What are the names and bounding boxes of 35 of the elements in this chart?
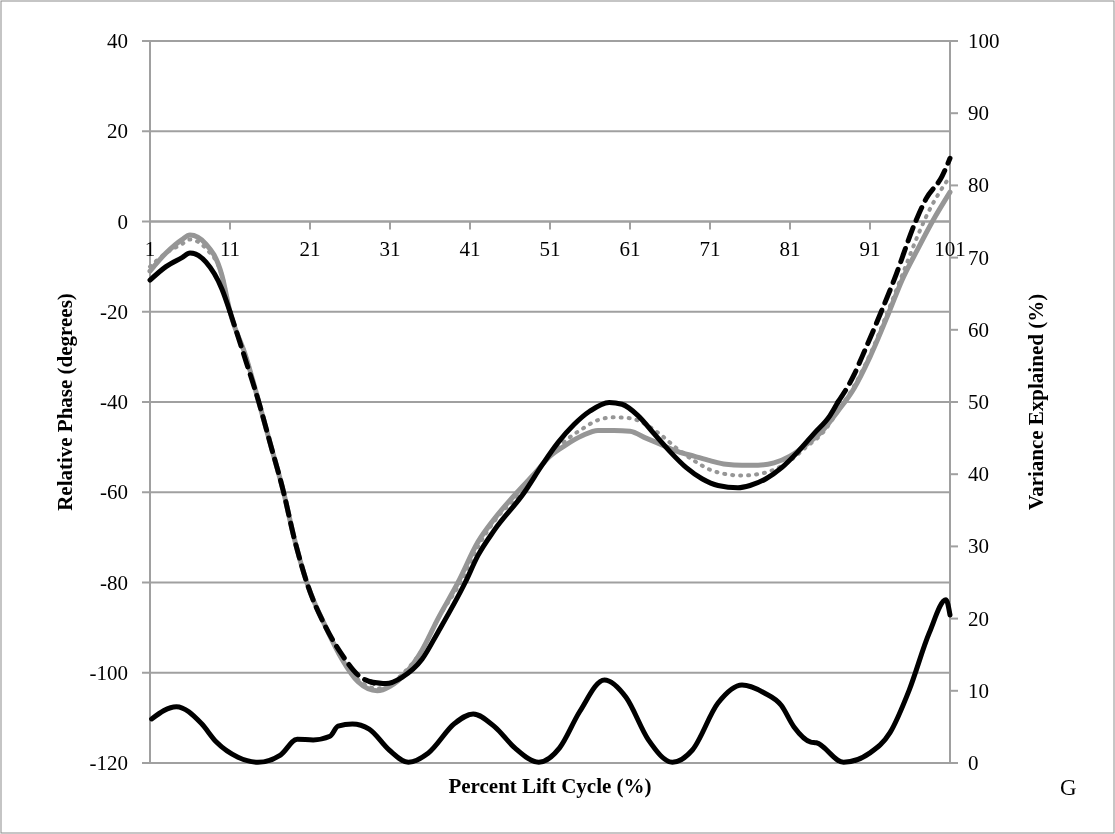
y-tick-label: 20 [107, 119, 128, 144]
x-tick-label: 31 [379, 236, 401, 261]
x-tick-label: 41 [459, 236, 481, 261]
y2-axis-title: Variance Explained (%) [1024, 293, 1048, 511]
y2-tick-label: 0 [968, 751, 979, 775]
y-tick-label: -120 [89, 751, 128, 775]
x-tick-label: 101 [934, 236, 966, 261]
x-axis-title: Percent Lift Cycle (%) [448, 774, 652, 798]
y-tick-label: -100 [89, 660, 128, 685]
y2-tick-label: 20 [968, 606, 989, 631]
y-axis-title: Relative Phase (degrees) [53, 293, 77, 511]
text: G [1060, 775, 1077, 800]
x-tick-label: 91 [859, 236, 881, 261]
y2-tick-label: 30 [968, 534, 989, 559]
y-tick-label: 0 [117, 209, 128, 234]
x-tick-label: 71 [699, 236, 721, 261]
x-tick-label: 51 [539, 236, 561, 261]
y-tick-label: -20 [100, 299, 128, 324]
x-tick-label: 1 [144, 236, 156, 261]
y2-tick-label: 50 [968, 390, 989, 414]
y2-tick-label: 40 [968, 462, 989, 487]
y-tick-label: 40 [107, 29, 128, 53]
x-tick-label: 61 [619, 236, 641, 261]
y2-tick-label: 80 [968, 173, 989, 198]
y-tick-label: -80 [100, 570, 128, 595]
x-tick-label: 21 [299, 236, 321, 261]
y2-tick-label: 90 [968, 101, 989, 126]
y-tick-label: -40 [100, 390, 128, 414]
y2-tick-label: 60 [968, 317, 989, 342]
y2-tick-label: 100 [968, 29, 1000, 53]
y-tick-label: -60 [100, 480, 128, 505]
x-tick-label: 81 [779, 236, 801, 261]
y2-tick-label: 10 [968, 678, 989, 703]
x-tick-label: 11 [219, 236, 241, 261]
y2-tick-label: 70 [968, 245, 989, 270]
